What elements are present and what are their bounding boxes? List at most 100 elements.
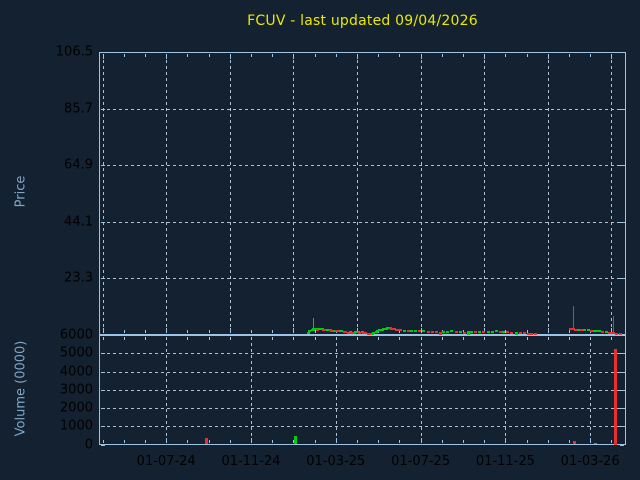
price-top-tick <box>399 53 401 57</box>
volume-tick-label: 0 <box>84 437 93 452</box>
volume-left-tick <box>100 389 105 391</box>
volume-bottom-tick <box>272 440 274 443</box>
price-bottom-tick <box>208 330 210 333</box>
price-candle <box>595 330 599 333</box>
price-top-tick <box>569 53 570 57</box>
price-candle <box>418 330 422 333</box>
volume-gridline <box>100 353 625 355</box>
volume-right-tick <box>619 408 624 409</box>
price-vgridline <box>102 53 104 334</box>
price-candle <box>410 330 414 333</box>
price-candle <box>612 332 616 335</box>
volume-bottom-tick <box>123 440 125 443</box>
volume-bar <box>572 440 576 445</box>
price-bottom-tick <box>272 330 274 333</box>
price-bottom-tick <box>166 328 168 333</box>
x-tick-label: 01-03-25 <box>306 454 366 469</box>
price-vgridline <box>229 53 231 334</box>
volume-tick-label: 4000 <box>59 364 93 379</box>
price-bottom-tick <box>484 328 486 333</box>
price-candle <box>462 331 466 334</box>
volume-bottom-tick <box>145 440 146 443</box>
price-top-tick <box>357 53 358 59</box>
price-candle <box>382 328 386 331</box>
price-candle <box>592 329 596 332</box>
price-top-tick <box>166 53 168 59</box>
price-top-tick <box>123 53 125 57</box>
price-candle <box>577 328 581 331</box>
price-candle <box>580 329 584 332</box>
volume-top-tick <box>335 336 337 340</box>
price-candle <box>478 330 482 333</box>
price-candle <box>372 331 376 334</box>
price-top-tick <box>526 53 528 57</box>
price-top-tick <box>251 53 252 57</box>
price-candle <box>510 331 514 334</box>
price-bottom-tick <box>441 330 443 333</box>
price-tick-label: 64.9 <box>64 157 93 173</box>
price-candle <box>502 330 506 333</box>
price-candle <box>607 331 611 334</box>
price-top-tick <box>272 53 274 57</box>
price-candle <box>388 327 392 330</box>
price-bottom-tick <box>314 330 316 333</box>
volume-bottom-tick <box>441 440 443 443</box>
price-candle <box>568 328 572 331</box>
price-candle <box>366 332 370 335</box>
price-candle <box>601 330 605 333</box>
volume-tick-label: 5000 <box>59 345 93 361</box>
price-candle <box>454 330 458 333</box>
volume-bottom-tick <box>526 440 528 443</box>
price-candle <box>414 329 418 332</box>
volume-bar <box>205 438 209 445</box>
price-bottom-tick <box>526 330 528 333</box>
volume-vgridline <box>420 336 422 444</box>
price-candle <box>598 330 602 333</box>
price-candle <box>340 330 344 333</box>
price-bottom-tick <box>251 330 252 333</box>
volume-top-tick <box>611 336 613 340</box>
price-gridline <box>100 221 625 223</box>
price-top-tick <box>378 53 380 57</box>
price-candle <box>498 330 502 333</box>
price-bottom-tick <box>357 328 358 333</box>
price-left-tick <box>100 165 105 166</box>
price-tick-label: 106.5 <box>55 44 93 60</box>
price-candle <box>402 329 406 332</box>
volume-bottom-tick <box>547 440 549 443</box>
price-candle <box>334 330 338 333</box>
price-right-tick <box>619 108 624 110</box>
price-candle <box>396 329 400 332</box>
price-bottom-tick <box>123 330 125 333</box>
price-candle <box>320 327 324 330</box>
price-bottom-tick <box>547 328 549 333</box>
price-candle <box>571 327 575 330</box>
volume-top-tick <box>272 336 274 340</box>
price-candle <box>394 328 398 331</box>
x-tick-label: 01-03-26 <box>560 454 620 469</box>
volume-bottom-tick <box>251 438 252 443</box>
price-candle <box>326 328 330 331</box>
chart-title: FCUV - last updated 09/04/2026 <box>247 13 478 29</box>
price-candle <box>354 331 358 334</box>
price-candle <box>350 331 354 334</box>
price-spike <box>313 317 315 328</box>
price-top-tick <box>484 53 486 59</box>
price-candle <box>346 331 350 334</box>
price-candle <box>514 331 518 335</box>
volume-bottom-tick <box>314 440 316 443</box>
price-candle <box>534 332 538 335</box>
price-candle <box>470 330 474 333</box>
x-tick-label: 01-11-25 <box>475 454 535 469</box>
price-candle <box>494 330 498 333</box>
price-right-tick <box>619 52 624 53</box>
volume-top-tick <box>463 336 464 340</box>
price-top-tick <box>335 53 337 57</box>
volume-bar <box>594 442 598 445</box>
volume-top-tick <box>166 336 168 340</box>
price-right-tick <box>619 278 624 279</box>
price-candle <box>442 331 446 334</box>
price-candle <box>422 330 426 333</box>
price-top-tick <box>102 53 104 59</box>
price-candle <box>352 331 356 334</box>
